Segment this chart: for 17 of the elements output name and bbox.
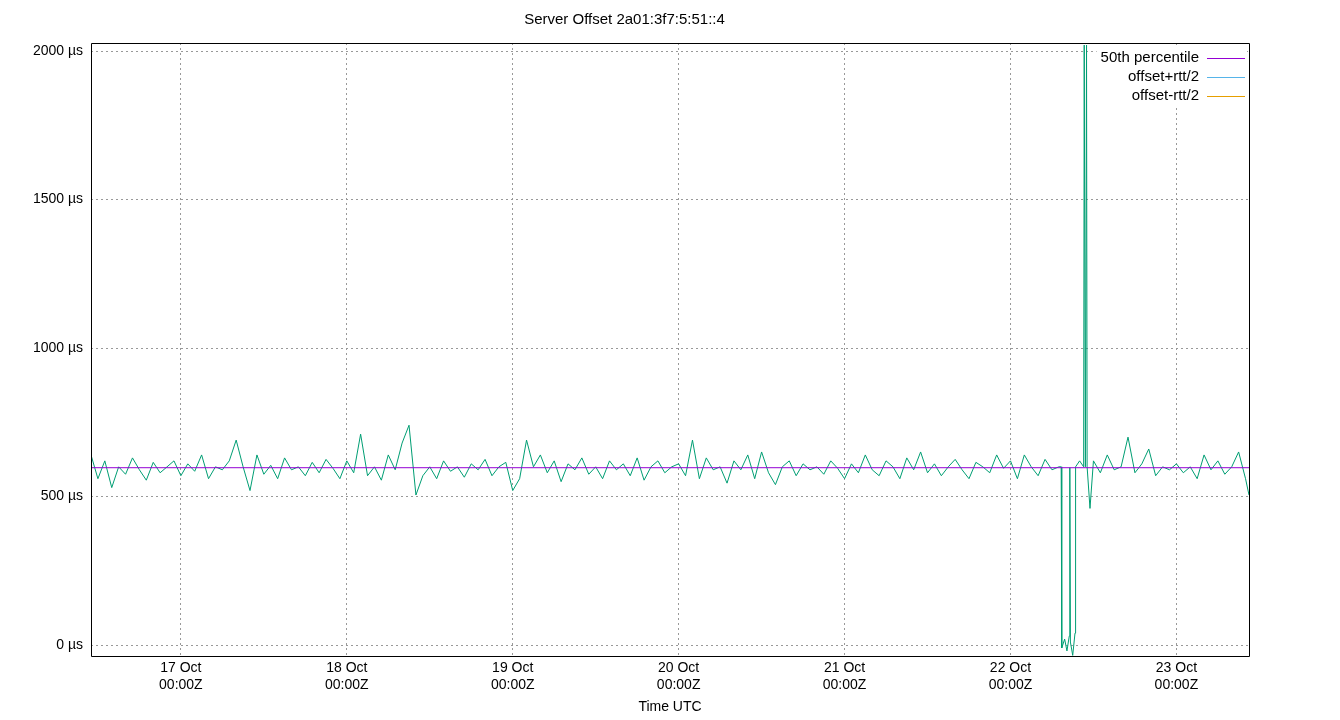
legend-label: offset-rtt/2	[1131, 86, 1199, 104]
y-tick-label: 2000 µs	[32, 41, 83, 58]
x-tick-label: 21 Oct 00:00Z	[822, 659, 867, 693]
y-tick-label: 1000 µs	[32, 338, 83, 355]
x-tick-label: 20 Oct 00:00Z	[656, 659, 701, 693]
x-axis-title: Time UTC	[638, 698, 702, 715]
y-tick-label: 0 µs	[56, 635, 83, 652]
y-tick-label: 1500 µs	[32, 190, 83, 207]
legend-label: 50th percentile	[1100, 48, 1199, 66]
x-tick-label: 17 Oct 00:00Z	[159, 659, 204, 693]
legend-label: offset+rtt/2	[1127, 67, 1199, 85]
chart-title: Server Offset 2a01:3f7:5:51::4	[524, 10, 725, 28]
x-tick-label: 18 Oct 00:00Z	[325, 659, 370, 693]
y-tick-label: 500 µs	[40, 487, 83, 504]
x-tick-label: 22 Oct 00:00Z	[988, 659, 1033, 693]
x-tick-label: 23 Oct 00:00Z	[1154, 659, 1199, 693]
x-tick-label: 19 Oct 00:00Z	[490, 659, 535, 693]
